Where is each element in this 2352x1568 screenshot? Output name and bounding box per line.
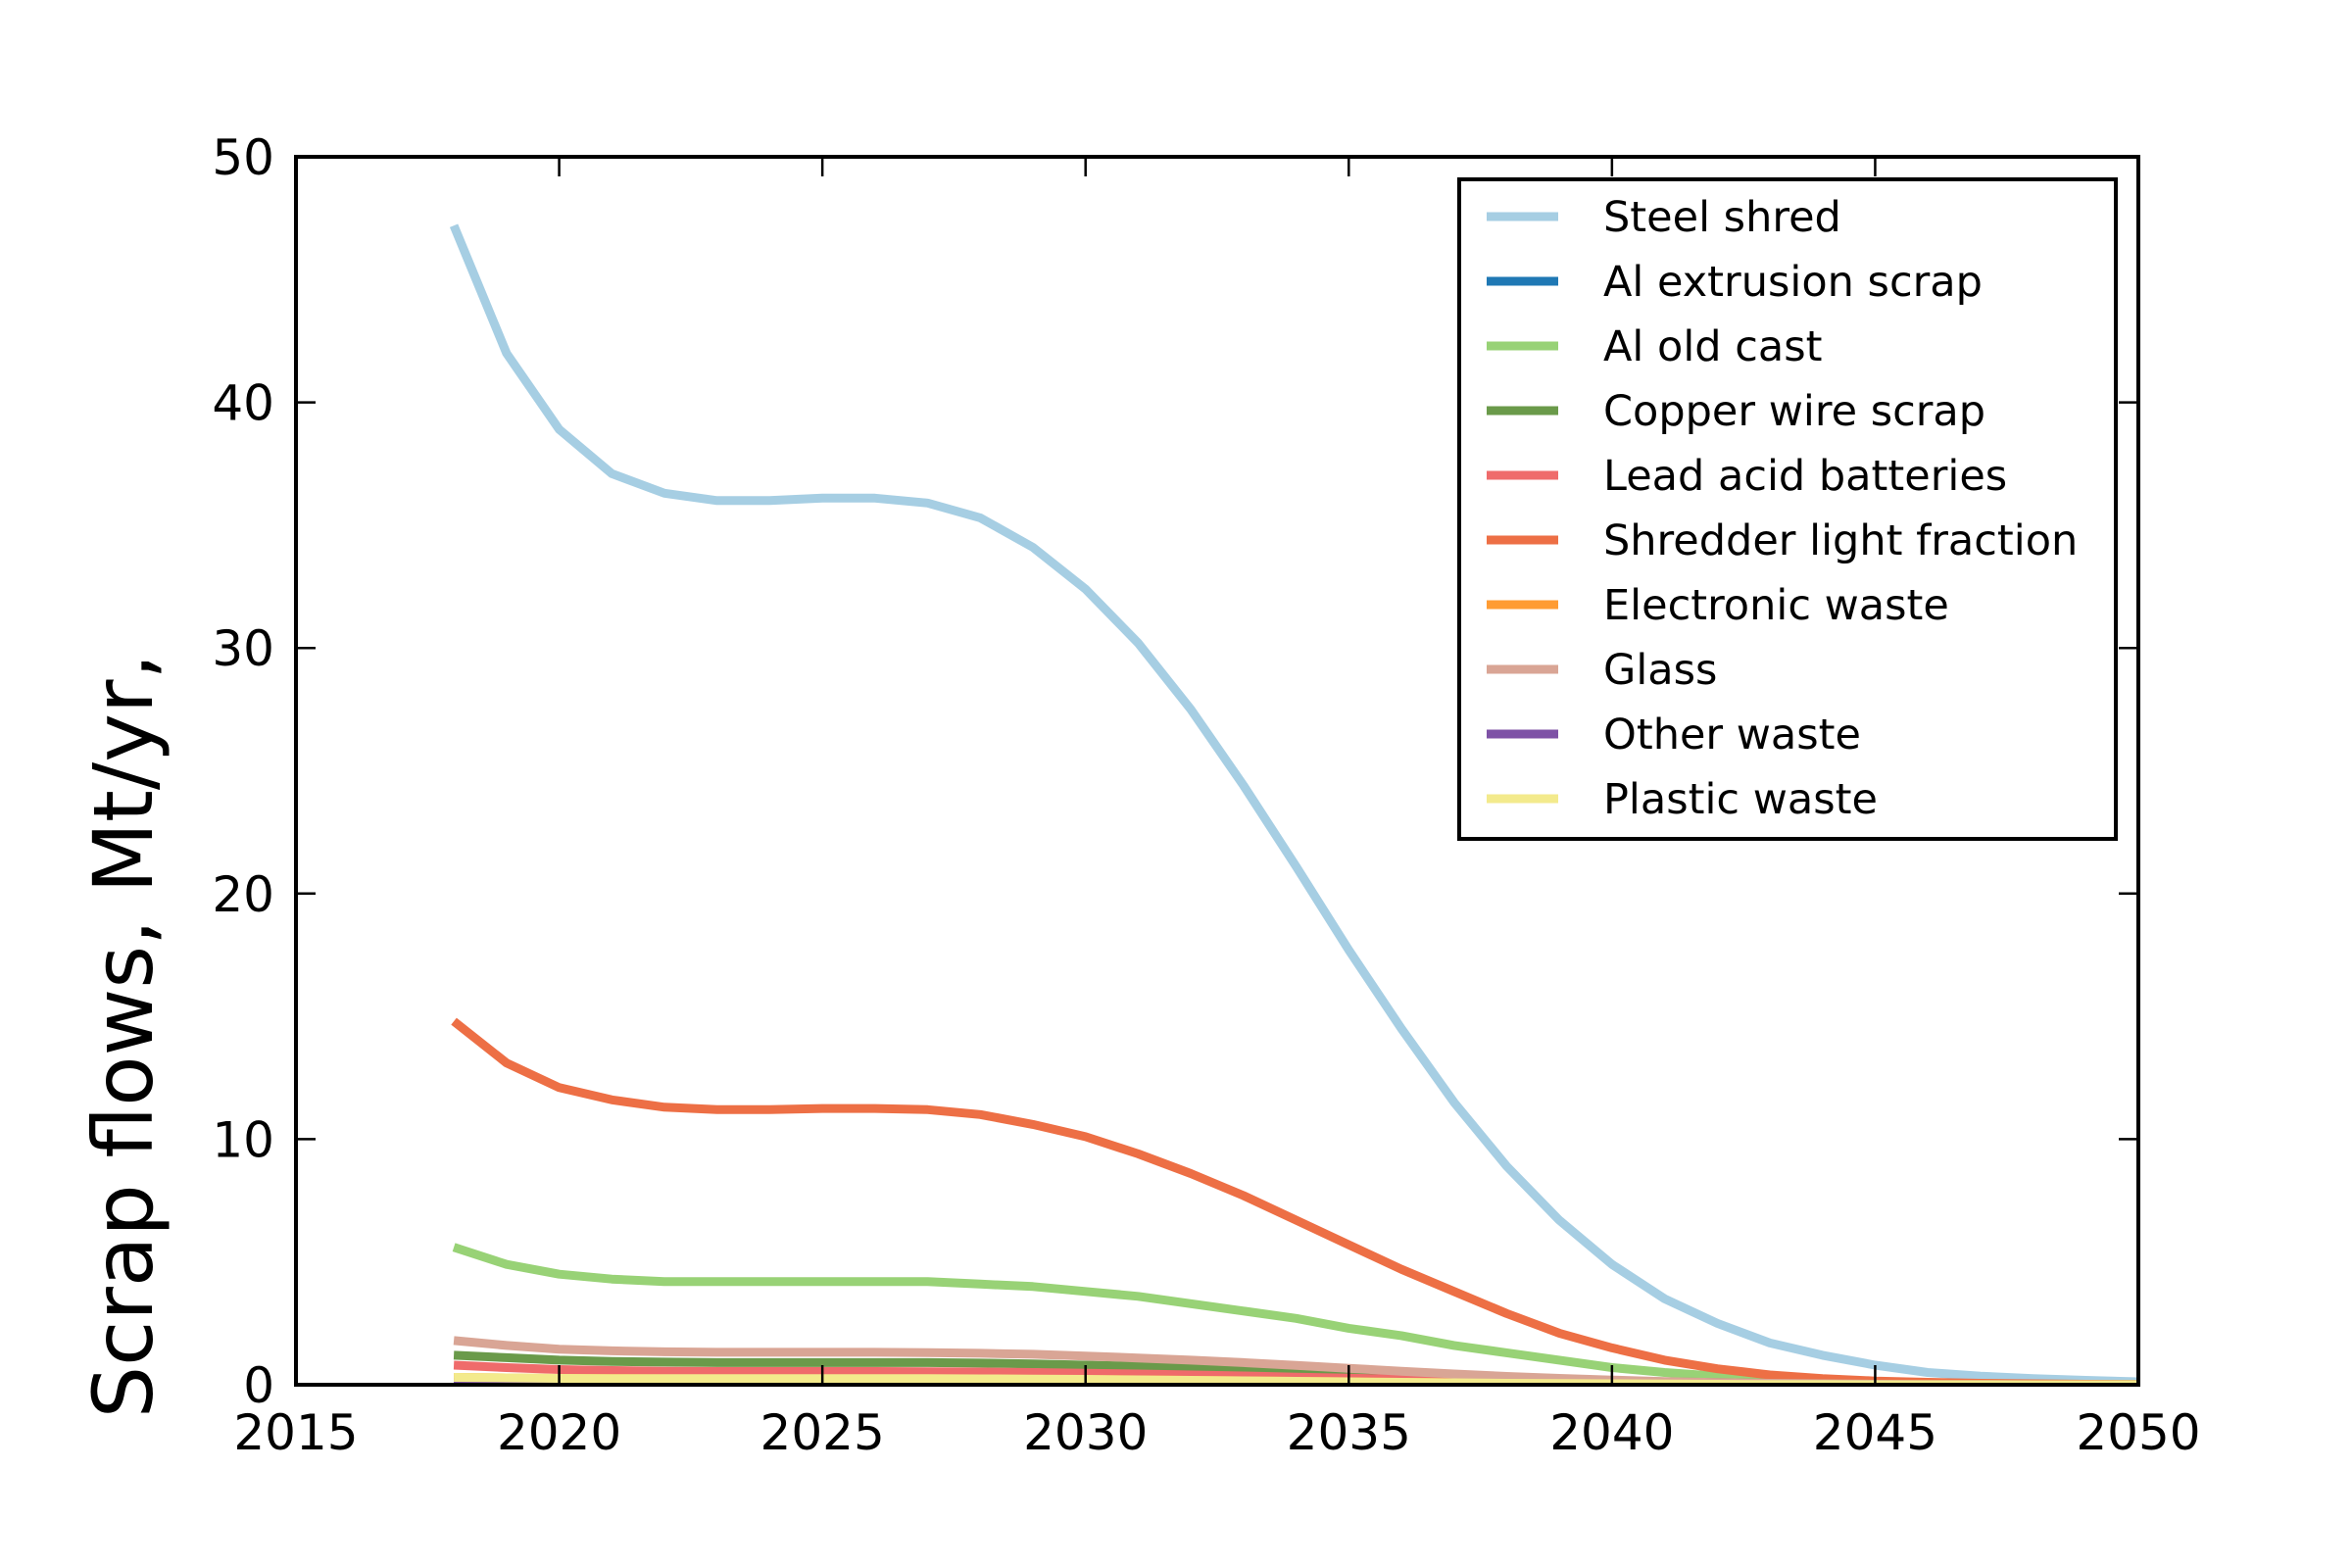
legend-label: Shredder light fraction	[1603, 516, 2078, 565]
legend-label: Electronic waste	[1603, 581, 1949, 630]
y-tick-label: 20	[212, 866, 274, 923]
legend-label: Al old cast	[1603, 322, 1823, 371]
legend: Steel shred Al extrusion scrap Al old cast…	[1457, 177, 2118, 841]
x-tick-label: 2040	[1549, 1404, 1674, 1461]
legend-label: Steel shred	[1603, 193, 1841, 242]
x-tick-label: 2015	[233, 1404, 358, 1461]
x-tick-label: 2050	[2076, 1404, 2200, 1461]
x-tick-label: 2035	[1287, 1404, 1411, 1461]
legend-label: Al extrusion scrap	[1603, 258, 1983, 307]
legend-label: Copper wire scrap	[1603, 387, 1985, 436]
legend-box	[1457, 177, 2118, 841]
x-tick-label: 2030	[1023, 1404, 1148, 1461]
y-axis-title: Scrap flows, Mt/yr,	[75, 654, 172, 1418]
y-tick-label: 10	[212, 1111, 274, 1168]
plot-frame	[294, 155, 2140, 1387]
y-tick-label: 40	[212, 375, 274, 432]
legend-label: Other waste	[1603, 710, 1861, 760]
series-line-shredder-light-fraction	[451, 1017, 2138, 1385]
x-tick-label: 2020	[497, 1404, 621, 1461]
y-tick-label: 50	[212, 129, 274, 186]
x-tick-label: 2025	[760, 1404, 885, 1461]
y-tick-label: 0	[243, 1357, 274, 1414]
x-tick-label: 2045	[1813, 1404, 1937, 1461]
legend-label: Lead acid batteries	[1603, 452, 2007, 501]
legend-label: Glass	[1603, 646, 1717, 695]
legend-label: Plastic waste	[1603, 775, 1878, 824]
y-tick-label: 30	[212, 620, 274, 677]
plot-area: 2015 2020 2025 2030 2035 2040 2045 205001020304…	[212, 129, 2200, 1461]
series-line-steel-shred	[449, 223, 2138, 1385]
